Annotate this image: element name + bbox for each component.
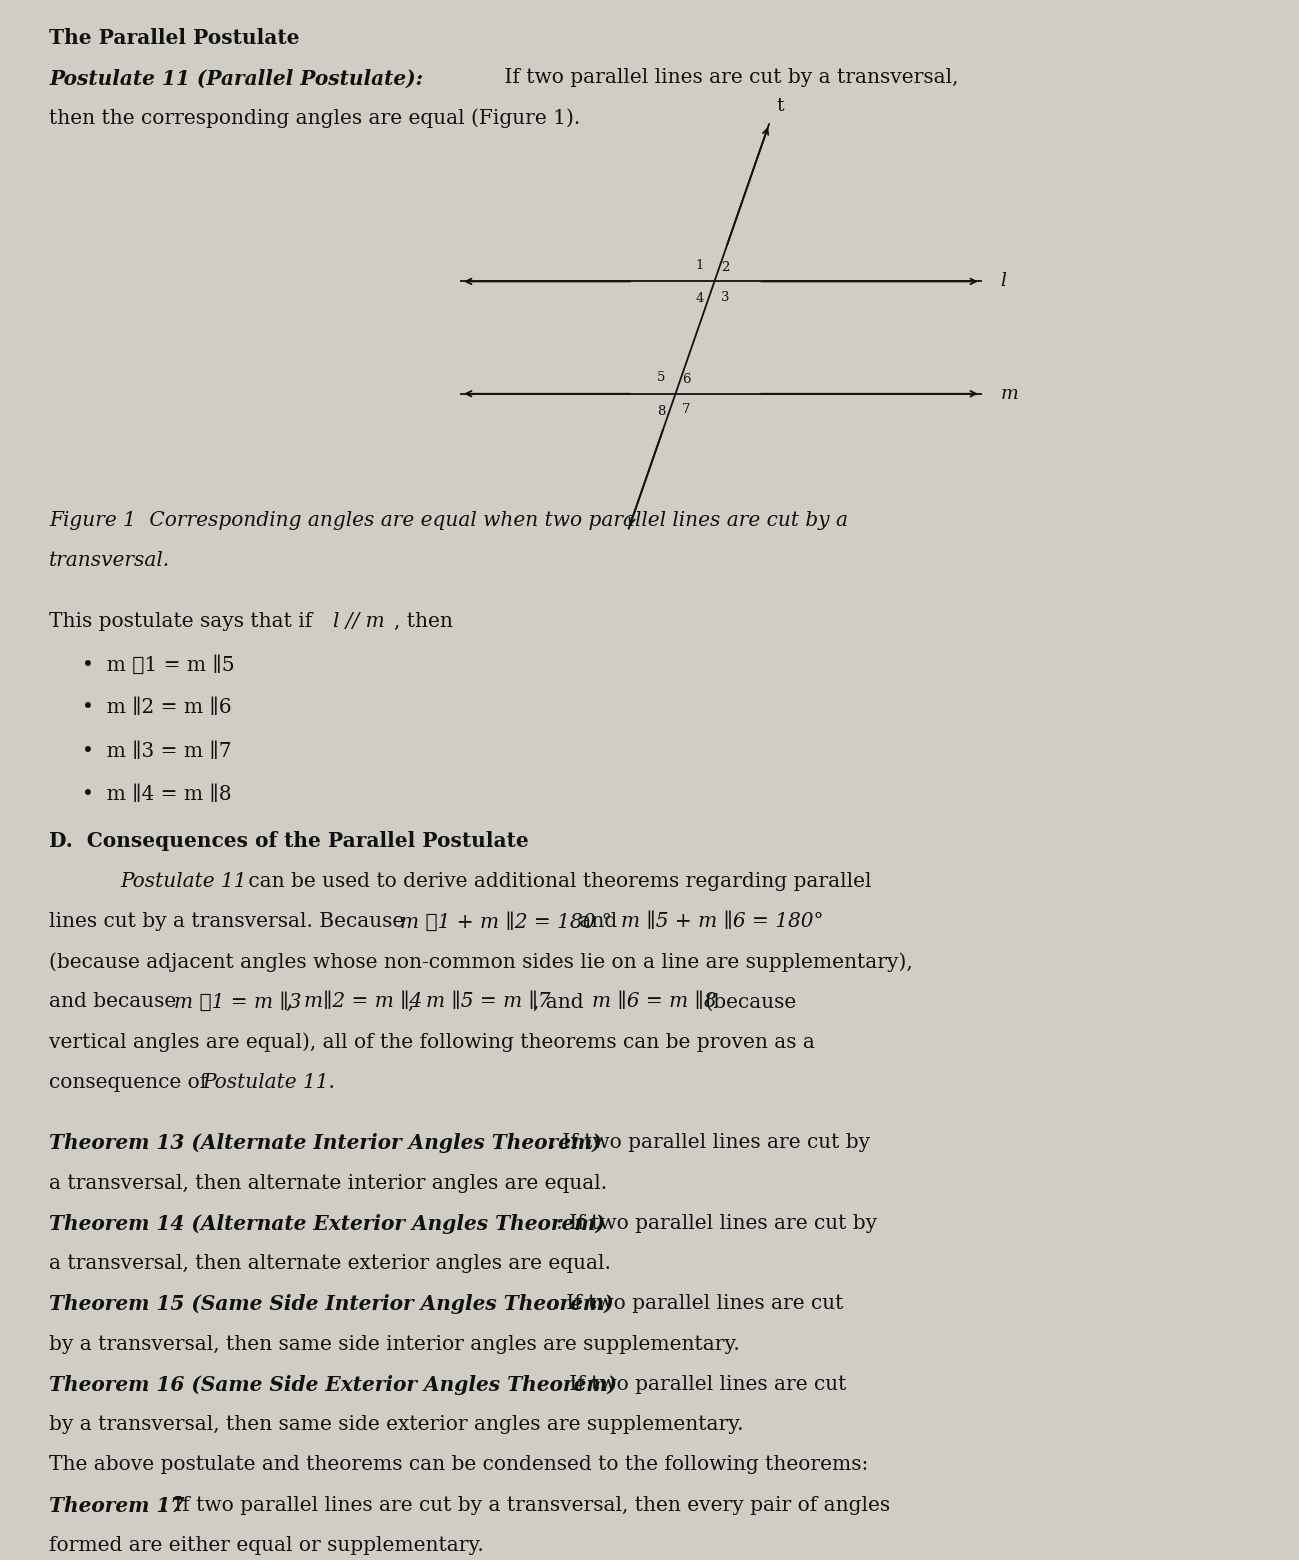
Text: •  m ∡1 = m ∥5: • m ∡1 = m ∥5 [82, 655, 234, 674]
Text: If two parallel lines are cut by a transversal,: If two parallel lines are cut by a trans… [498, 69, 959, 87]
Text: 7: 7 [682, 402, 691, 417]
Text: •  m ∥3 = m ∥7: • m ∥3 = m ∥7 [82, 741, 231, 761]
Text: •  m ∥2 = m ∥6: • m ∥2 = m ∥6 [82, 699, 231, 718]
Text: consequence of: consequence of [49, 1073, 214, 1092]
Text: vertical angles are equal), all of the following theorems can be proven as a: vertical angles are equal), all of the f… [49, 1033, 816, 1053]
Text: : If two parallel lines are cut: : If two parallel lines are cut [556, 1374, 847, 1395]
Text: (because adjacent angles whose non-common sides lie on a line are supplementary): (because adjacent angles whose non-commo… [49, 952, 913, 972]
Text: a transversal, then alternate exterior angles are equal.: a transversal, then alternate exterior a… [49, 1254, 612, 1273]
Text: Theorem 15 (Same Side Interior Angles Theorem): Theorem 15 (Same Side Interior Angles Th… [49, 1295, 614, 1315]
Text: 1: 1 [696, 259, 704, 271]
Text: Postulate 11: Postulate 11 [121, 872, 247, 891]
Text: Theorem 16 (Same Side Exterior Angles Theorem): Theorem 16 (Same Side Exterior Angles Th… [49, 1374, 617, 1395]
Text: 2: 2 [721, 261, 729, 273]
Text: m ∥5 = m ∥7: m ∥5 = m ∥7 [426, 992, 551, 1011]
Text: Theorem 13 (Alternate Interior Angles Theorem): Theorem 13 (Alternate Interior Angles Th… [49, 1134, 601, 1153]
Text: , and: , and [533, 992, 590, 1011]
Text: 4: 4 [696, 292, 704, 306]
Text: m ∥6 = m ∥8: m ∥6 = m ∥8 [592, 992, 717, 1011]
Text: a transversal, then alternate interior angles are equal.: a transversal, then alternate interior a… [49, 1173, 608, 1193]
Text: l: l [1000, 273, 1007, 290]
Text: m ∡1 = m ∥3: m ∡1 = m ∥3 [174, 992, 301, 1012]
Text: m∥2 = m ∥4: m∥2 = m ∥4 [304, 992, 422, 1011]
Text: : If two parallel lines are cut by a transversal, then every pair of angles: : If two parallel lines are cut by a tra… [161, 1496, 890, 1515]
Text: Theorem 17: Theorem 17 [49, 1496, 184, 1516]
Text: Theorem 14 (Alternate Exterior Angles Theorem): Theorem 14 (Alternate Exterior Angles Th… [49, 1214, 605, 1234]
Text: 5: 5 [657, 371, 665, 384]
Text: Postulate 11.: Postulate 11. [203, 1073, 335, 1092]
Text: D.  Consequences of the Parallel Postulate: D. Consequences of the Parallel Postulat… [49, 831, 529, 852]
Text: The Parallel Postulate: The Parallel Postulate [49, 28, 300, 48]
Text: can be used to derive additional theorems regarding parallel: can be used to derive additional theorem… [242, 872, 872, 891]
Text: m ∥5 + m ∥6 = 180°: m ∥5 + m ∥6 = 180° [621, 913, 824, 931]
Text: This postulate says that if: This postulate says that if [49, 612, 320, 630]
Text: transversal.: transversal. [49, 551, 170, 569]
Text: , then: , then [394, 612, 452, 630]
Text: Figure 1: Figure 1 [49, 510, 136, 530]
Text: : If two parallel lines are cut: : If two parallel lines are cut [553, 1295, 844, 1314]
Text: •  m ∥4 = m ∥8: • m ∥4 = m ∥8 [82, 785, 231, 803]
Text: Postulate 11 (Parallel Postulate):: Postulate 11 (Parallel Postulate): [49, 69, 423, 89]
Text: and because: and because [49, 992, 183, 1011]
Text: and: and [573, 913, 624, 931]
Text: : If two parallel lines are cut by: : If two parallel lines are cut by [549, 1134, 870, 1153]
Text: l // m: l // m [333, 612, 385, 630]
Text: : If two parallel lines are cut by: : If two parallel lines are cut by [556, 1214, 877, 1232]
Text: by a transversal, then same side exterior angles are supplementary.: by a transversal, then same side exterio… [49, 1415, 744, 1434]
Text: lines cut by a transversal. Because: lines cut by a transversal. Because [49, 913, 410, 931]
Text: m: m [1000, 385, 1018, 402]
Text: 8: 8 [657, 404, 665, 418]
Text: 6: 6 [682, 373, 691, 385]
Text: ,: , [408, 992, 421, 1011]
Text: The above postulate and theorems can be condensed to the following theorems:: The above postulate and theorems can be … [49, 1455, 869, 1474]
Text: (because: (because [699, 992, 796, 1011]
Text: Corresponding angles are equal when two parallel lines are cut by a: Corresponding angles are equal when two … [143, 510, 848, 530]
Text: then the corresponding angles are equal (Figure 1).: then the corresponding angles are equal … [49, 109, 581, 128]
Text: t: t [777, 97, 785, 115]
Text: formed are either equal or supplementary.: formed are either equal or supplementary… [49, 1537, 485, 1555]
Text: ,: , [286, 992, 299, 1011]
Text: m ∡1 + m ∥2 = 180 °: m ∡1 + m ∥2 = 180 ° [400, 913, 612, 931]
Text: by a transversal, then same side interior angles are supplementary.: by a transversal, then same side interio… [49, 1335, 740, 1354]
Text: 3: 3 [721, 290, 730, 304]
